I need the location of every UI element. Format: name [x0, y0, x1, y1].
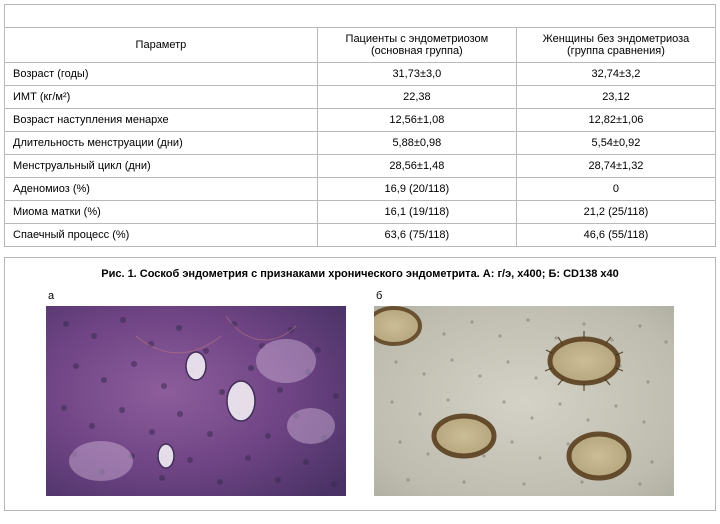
table-row: Длительность менструации (дни)5,88±0,985… [5, 132, 716, 155]
table-row: Возраст (годы)31,73±3,032,74±3,2 [5, 63, 716, 86]
cell-comparison-group: 5,54±0,92 [516, 132, 715, 155]
table-row: Спаечный процесс (%)63,6 (75/118)46,6 (5… [5, 224, 716, 247]
cell-parameter: Возраст (годы) [5, 63, 318, 86]
table-row: Менструальный цикл (дни)28,56±1,4828,74±… [5, 155, 716, 178]
col-header-comparison-group: Женщины без эндометриоза (группа сравнен… [516, 28, 715, 63]
table-row: Аденомиоз (%)16,9 (20/118)0 [5, 178, 716, 201]
figure-panels: а [19, 290, 701, 496]
cell-comparison-group: 23,12 [516, 86, 715, 109]
cell-comparison-group: 28,74±1,32 [516, 155, 715, 178]
figure-caption: Рис. 1. Соскоб эндометрия с признаками х… [19, 268, 701, 280]
cell-main-group: 63,6 (75/118) [317, 224, 516, 247]
table-title: Таблица 1. Клиническая характеристика па… [5, 5, 716, 28]
cell-main-group: 31,73±3,0 [317, 63, 516, 86]
panel-b-label: б [376, 290, 382, 302]
figure-panel-a: а [46, 290, 346, 496]
cell-main-group: 5,88±0,98 [317, 132, 516, 155]
cell-comparison-group: 21,2 (25/118) [516, 201, 715, 224]
figure-1: Рис. 1. Соскоб эндометрия с признаками х… [4, 257, 716, 511]
cell-main-group: 16,1 (19/118) [317, 201, 516, 224]
table-row: Миома матки (%)16,1 (19/118)21,2 (25/118… [5, 201, 716, 224]
cell-main-group: 12,56±1,08 [317, 109, 516, 132]
table-row: ИМТ (кг/м²)22,3823,12 [5, 86, 716, 109]
table-body: Возраст (годы)31,73±3,032,74±3,2ИМТ (кг/… [5, 63, 716, 247]
cell-comparison-group: 32,74±3,2 [516, 63, 715, 86]
cell-main-group: 22,38 [317, 86, 516, 109]
cell-parameter: Возраст наступления менархе [5, 109, 318, 132]
cell-comparison-group: 12,82±1,06 [516, 109, 715, 132]
clinical-characteristics-table: Таблица 1. Клиническая характеристика па… [4, 4, 716, 247]
cell-comparison-group: 0 [516, 178, 715, 201]
cell-parameter: Менструальный цикл (дни) [5, 155, 318, 178]
cell-parameter: Длительность менструации (дни) [5, 132, 318, 155]
cell-parameter: Аденомиоз (%) [5, 178, 318, 201]
cell-parameter: Миома матки (%) [5, 201, 318, 224]
figure-panel-b: б [374, 290, 674, 496]
histology-image-a [46, 306, 346, 496]
cell-parameter: ИМТ (кг/м²) [5, 86, 318, 109]
cell-main-group: 16,9 (20/118) [317, 178, 516, 201]
col-header-parameter: Параметр [5, 28, 318, 63]
cell-comparison-group: 46,6 (55/118) [516, 224, 715, 247]
table-header-row: Параметр Пациенты с эндометриозом (основ… [5, 28, 716, 63]
histology-image-b [374, 306, 674, 496]
col-header-main-group: Пациенты с эндометриозом (основная групп… [317, 28, 516, 63]
cell-parameter: Спаечный процесс (%) [5, 224, 318, 247]
cell-main-group: 28,56±1,48 [317, 155, 516, 178]
table-row: Возраст наступления менархе12,56±1,0812,… [5, 109, 716, 132]
panel-a-label: а [48, 290, 54, 302]
